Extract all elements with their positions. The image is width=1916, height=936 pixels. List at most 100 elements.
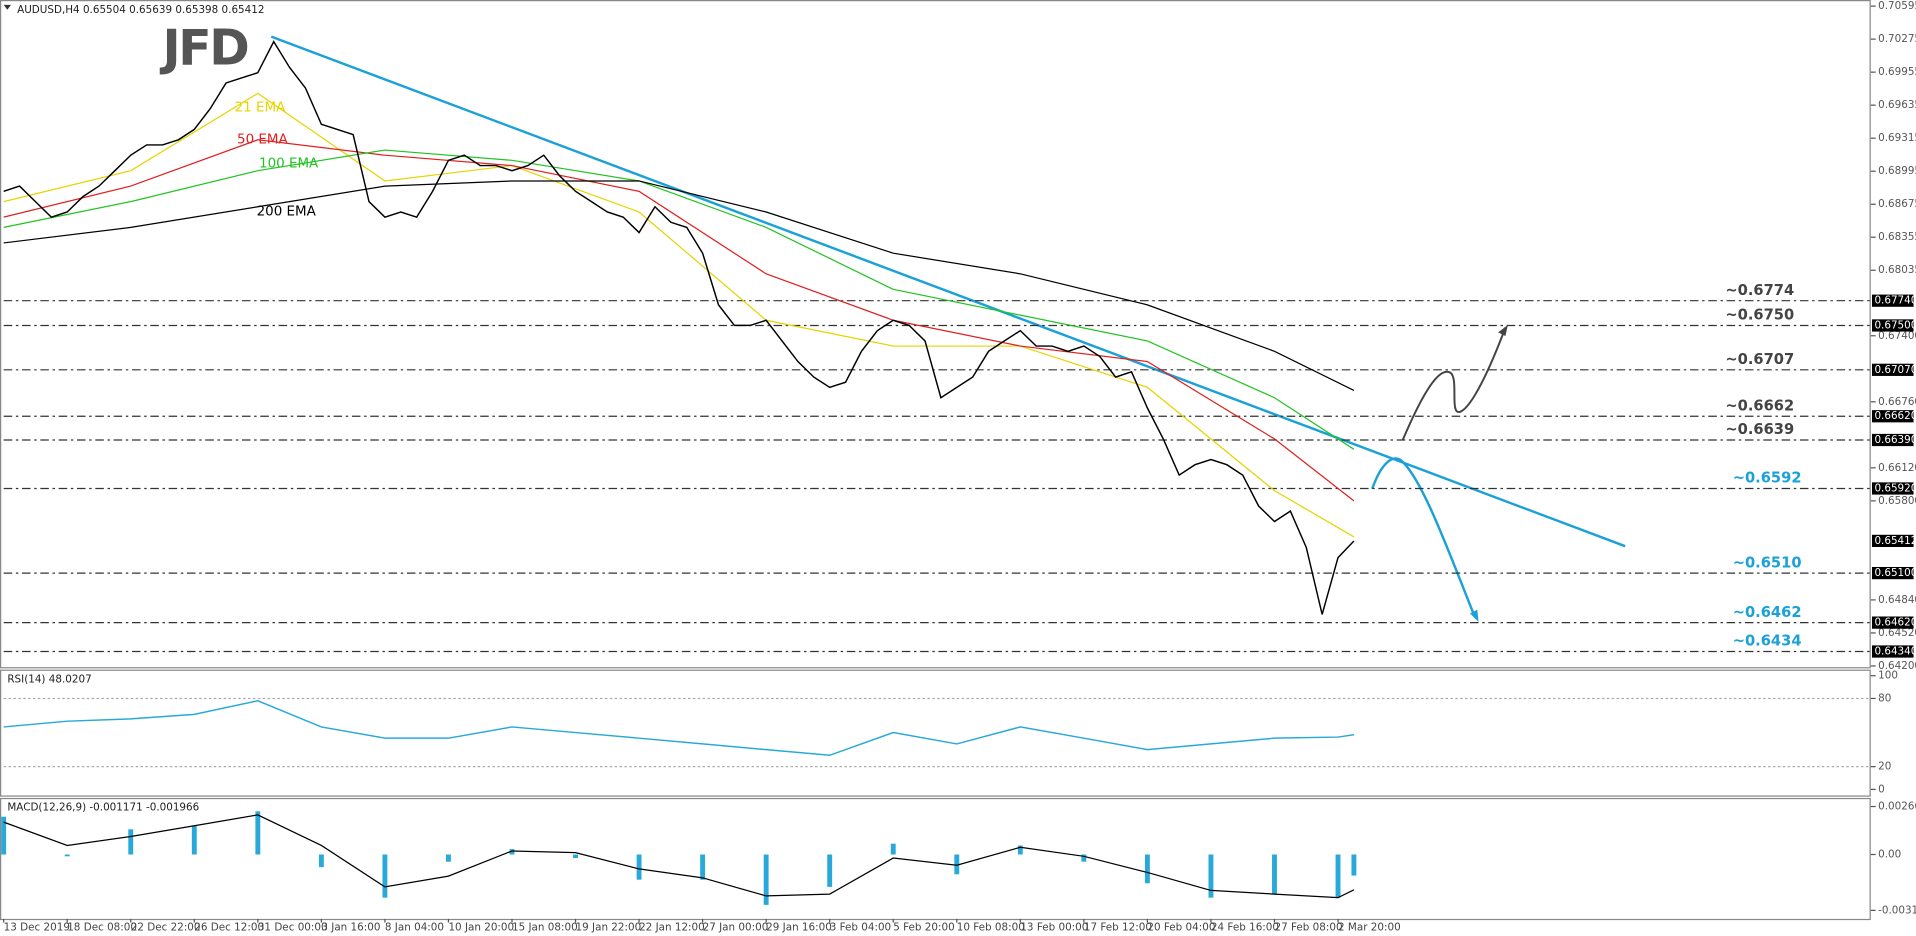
macd-bar [636,854,642,880]
macd-bar [954,854,960,875]
level-tag-label: 0.66390 [1874,434,1916,446]
price-line [3,700,1355,757]
main-panel [0,0,1871,669]
level-label: ~0.6434 [1733,633,1802,650]
x-tick-label: 31 Dec 00:00 [258,921,328,933]
ema-label: 100 EMA [259,157,319,172]
x-tick-label: 5 Feb 20:00 [893,921,954,933]
macd-bar [128,829,134,855]
y-tick-label: 0.69315 [1878,132,1916,144]
logo: JFD [160,19,248,76]
macd-bar [255,811,261,855]
arrow-head [1498,325,1508,337]
y-tick-label: 0.70595 [1878,0,1916,12]
macd-bar [382,854,388,898]
x-tick-label: 2 Mar 20:00 [1338,921,1401,933]
x-tick-label: 27 Feb 08:00 [1274,921,1342,933]
y-tick-label: 0.00 [1878,849,1901,861]
level-tag [1872,645,1914,658]
arrow-head [1469,609,1479,622]
panel-toggle[interactable] [3,4,12,10]
macd-bar [700,854,706,880]
level-tag-label: 0.67740 [1874,295,1916,307]
ema-line [3,139,1355,502]
x-tick-label: 29 Jan 16:00 [766,921,832,933]
level-label: ~0.6592 [1733,470,1802,487]
x-tick-label: 3 Jan 16:00 [321,921,380,933]
level-tag-label: 0.65920 [1874,482,1916,494]
x-tick-label: 18 Dec 08:00 [67,921,137,933]
y-tick-label: -0.003107 [1878,904,1916,916]
level-tag [1872,433,1914,447]
y-tick-label: 0.70275 [1878,33,1916,45]
macd-bar [827,854,833,887]
y-tick-label: 0.68355 [1878,231,1916,243]
level-label: ~0.6750 [1725,307,1794,324]
level-tag [1872,319,1914,332]
level-label: ~0.6662 [1725,397,1794,414]
macd-bar [763,854,769,905]
level-label: ~0.6707 [1725,351,1794,368]
macd-bar [1351,854,1357,876]
x-tick-label: 22 Jan 12:00 [639,921,705,933]
level-label: ~0.6462 [1733,604,1802,621]
level-tag [1872,616,1914,629]
macd-bar [1272,854,1277,895]
level-tag [1872,294,1914,307]
level-tag [1872,566,1914,580]
last-price-tag [1872,534,1914,548]
rsi-panel [0,669,1871,797]
last-price-label: 0.65412 [1874,535,1916,547]
bullish-scenario-arrow [1401,327,1507,441]
macd-bar [318,854,324,868]
macd-bar [1017,845,1023,855]
level-label: ~0.6510 [1733,554,1802,571]
macd-bar [64,854,70,857]
main-title: AUDUSD,H4 0.65504 0.65639 0.65398 0.6541… [17,4,264,16]
x-tick-label: 8 Jan 04:00 [385,921,444,933]
x-tick-label: 17 Feb 12:00 [1084,921,1152,933]
macd-panel [0,797,1871,921]
level-tag-label: 0.64620 [1874,617,1916,629]
ema-label: 200 EMA [257,204,317,219]
macd-bar [1208,854,1214,898]
macd-bar [1144,854,1150,884]
level-tag-label: 0.64340 [1874,646,1916,658]
level-tag [1872,482,1914,495]
macd-title: MACD(12,26,9) -0.001171 -0.001966 [7,802,199,814]
ema-label: 50 EMA [237,132,288,147]
y-tick-label: 80 [1878,692,1891,704]
y-tick-label: 0.69635 [1878,99,1916,111]
level-tag-label: 0.65100 [1874,567,1916,579]
y-tick-label: 0.68035 [1878,264,1916,276]
x-tick-label: 22 Dec 22:00 [131,921,201,933]
level-tag-label: 0.67070 [1874,364,1916,376]
x-tick-label: 15 Jan 08:00 [512,921,578,933]
x-tick-label: 20 Feb 04:00 [1147,921,1215,933]
y-tick-label: 0.69955 [1878,66,1916,78]
rsi-title: RSI(14) 48.0207 [7,673,91,685]
y-tick-label: 100 [1878,670,1898,682]
signal-line [3,814,1355,899]
macd-bar [1081,854,1087,862]
y-tick-label: 20 [1878,761,1891,773]
x-tick-label: 26 Dec 12:00 [194,921,264,933]
bearish-scenario-arrow [1371,457,1477,618]
y-tick-label: 0.68995 [1878,165,1916,177]
x-tick-label: 10 Feb 08:00 [957,921,1025,933]
ema-line [3,149,1355,450]
macd-bar [1335,854,1341,898]
x-tick-label: 3 Feb 04:00 [830,921,891,933]
level-tag [1872,410,1914,423]
x-tick-label: 10 Jan 20:00 [448,921,514,933]
y-tick-label: 0.68675 [1878,198,1916,210]
macd-bar [509,849,515,855]
ema-line [3,92,1355,538]
level-tag-label: 0.66620 [1874,410,1916,422]
macd-bar [446,854,451,862]
